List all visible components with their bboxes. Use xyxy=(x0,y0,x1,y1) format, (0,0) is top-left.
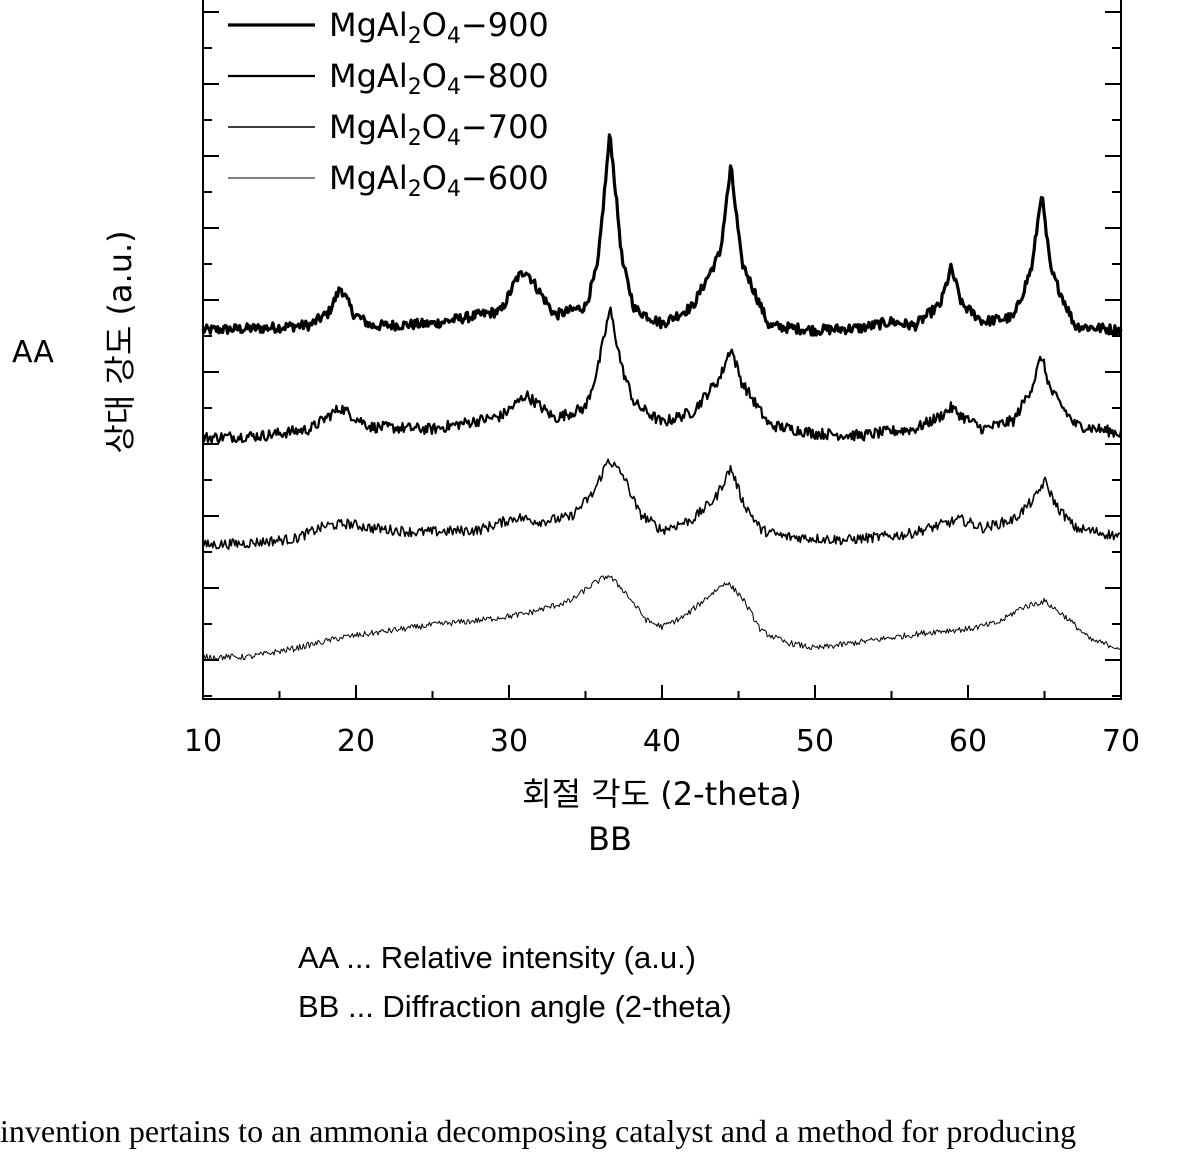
x-tick-label: 50 xyxy=(796,724,834,759)
series-line xyxy=(203,459,1121,549)
x-axis-title: 회절 각도 (2-theta) xyxy=(522,775,802,813)
legend-label: MgAl2O4−900 xyxy=(329,6,549,49)
legend-label: MgAl2O4−600 xyxy=(329,159,549,202)
x-tick-label: 40 xyxy=(643,724,681,759)
x-tick-label: 30 xyxy=(490,724,528,759)
note-bb: BB ... Diffraction angle (2-theta) xyxy=(298,989,732,1025)
legend: MgAl2O4−900 MgAl2O4−800 MgAl2O4−700 MgAl2O4… xyxy=(228,6,549,202)
y-axis-title: 상대 강도 (a.u.) xyxy=(101,230,139,453)
y-axis-tag: AA xyxy=(12,335,54,370)
series-line xyxy=(203,576,1121,660)
x-tick-label: 20 xyxy=(337,724,375,759)
x-tick-label: 60 xyxy=(949,724,987,759)
x-tick-labels: 10 20 30 40 50 60 70 xyxy=(184,724,1140,759)
note-aa: AA ... Relative intensity (a.u.) xyxy=(298,940,696,976)
x-tick-label: 10 xyxy=(184,724,222,759)
xrd-chart: MgAl2O4−900 MgAl2O4−800 MgAl2O4−700 MgAl2O4… xyxy=(0,0,1204,1100)
x-tick-label: 70 xyxy=(1102,724,1140,759)
legend-label: MgAl2O4−700 xyxy=(329,108,549,151)
caption-text: invention pertains to an ammonia decompo… xyxy=(0,1113,1204,1150)
series-group xyxy=(203,135,1121,660)
x-axis-tag: BB xyxy=(588,820,632,858)
legend-label: MgAl2O4−800 xyxy=(329,57,549,100)
